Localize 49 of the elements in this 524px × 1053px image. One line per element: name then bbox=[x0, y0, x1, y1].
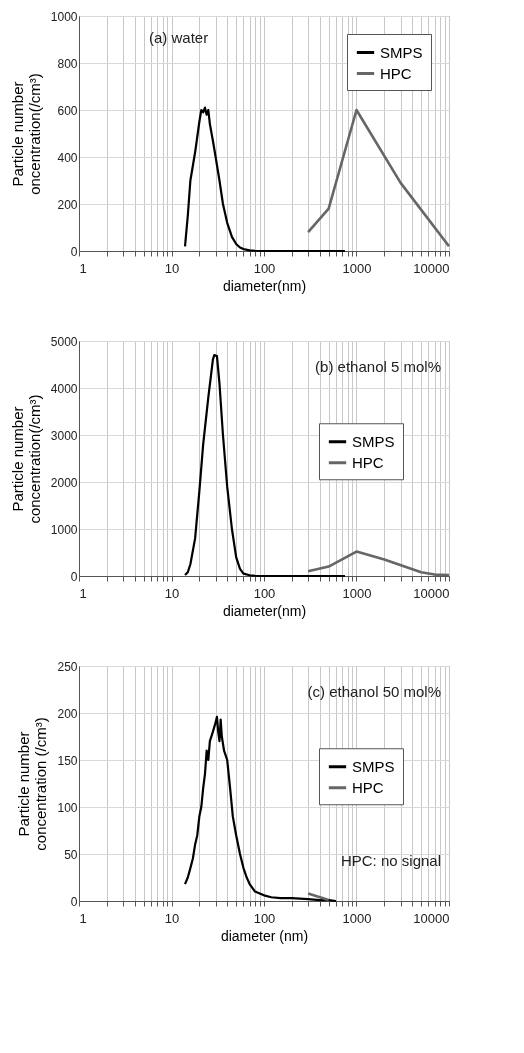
y-axis-title: Particle number oncentration(/cm³) bbox=[8, 73, 43, 195]
x-tick-label: 1000 bbox=[342, 910, 372, 926]
legend-label: SMPS bbox=[352, 432, 395, 450]
legend-label: HPC bbox=[352, 453, 384, 471]
y-tick-label: 800 bbox=[57, 56, 78, 71]
y-tick-label: 5000 bbox=[50, 334, 78, 349]
y-tick-label: 1000 bbox=[50, 9, 78, 24]
annotation: (a) water bbox=[149, 29, 209, 46]
y-tick-label: 400 bbox=[57, 150, 78, 165]
x-tick-label: 10000 bbox=[413, 910, 450, 926]
annotation: HPC: no signal bbox=[340, 852, 441, 870]
y-tick-label: 3000 bbox=[50, 428, 78, 443]
x-tick-label: 10 bbox=[164, 260, 180, 276]
y-tick-label: 2000 bbox=[50, 475, 78, 490]
y-tick-label: 150 bbox=[57, 753, 78, 768]
y-tick-label: 200 bbox=[57, 706, 78, 721]
y-tick-label: 4000 bbox=[50, 381, 78, 396]
legend-label: HPC bbox=[352, 778, 384, 796]
y-tick-label: 100 bbox=[57, 800, 78, 815]
legend-label: SMPS bbox=[380, 43, 423, 61]
y-tick-label: 0 bbox=[70, 569, 78, 584]
y-tick-label: 0 bbox=[70, 894, 78, 909]
x-axis-title: diameter (nm) bbox=[220, 927, 309, 944]
x-tick-label: 1000 bbox=[342, 585, 372, 601]
x-tick-label: 100 bbox=[253, 585, 276, 601]
x-tick-label: 10000 bbox=[413, 585, 450, 601]
annotation: (c) ethanol 50 mol% bbox=[307, 683, 441, 700]
x-tick-label: 10 bbox=[164, 585, 180, 601]
y-tick-label: 250 bbox=[57, 659, 78, 674]
x-tick-label: 100 bbox=[253, 260, 276, 276]
x-tick-label: 10000 bbox=[413, 260, 450, 276]
x-tick-label: 1000 bbox=[342, 260, 372, 276]
y-tick-label: 1000 bbox=[50, 522, 78, 537]
x-axis-title: diameter(nm) bbox=[222, 277, 307, 294]
y-tick-label: 200 bbox=[57, 197, 78, 212]
x-axis-title: diameter(nm) bbox=[222, 602, 307, 619]
x-tick-label: 1 bbox=[79, 585, 87, 601]
x-tick-label: 100 bbox=[253, 910, 276, 926]
x-tick-label: 10 bbox=[164, 910, 180, 926]
legend-label: SMPS bbox=[352, 757, 395, 775]
y-axis-title: Particle number concentration (/cm³) bbox=[15, 717, 50, 851]
y-tick-label: 50 bbox=[64, 847, 78, 862]
y-tick-label: 600 bbox=[57, 103, 78, 118]
y-tick-label: 0 bbox=[70, 244, 78, 259]
y-axis-title: Particle number concentration(/cm³) bbox=[8, 394, 43, 524]
x-tick-label: 1 bbox=[79, 260, 87, 276]
annotation: (b) ethanol 5 mol% bbox=[315, 358, 441, 375]
legend-label: HPC bbox=[380, 64, 412, 82]
x-tick-label: 1 bbox=[79, 910, 87, 926]
